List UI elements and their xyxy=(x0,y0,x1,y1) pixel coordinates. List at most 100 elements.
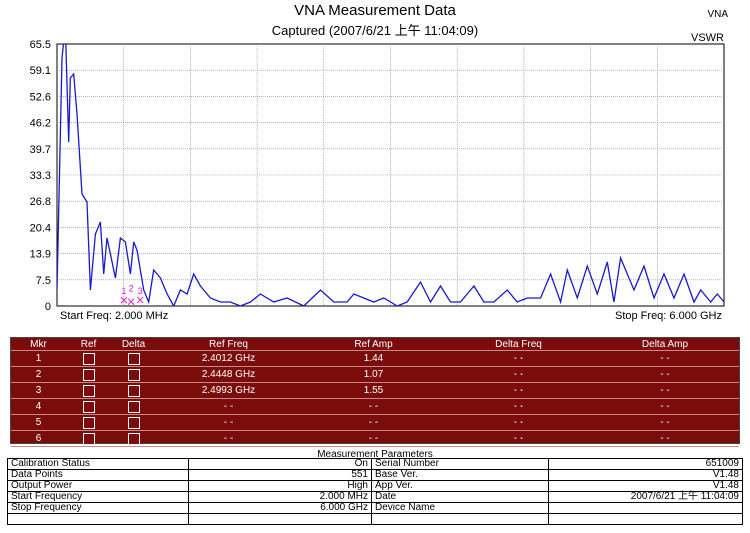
ref-checkbox-cell xyxy=(66,382,111,399)
ref-freq-cell: 2.4012 GHz xyxy=(156,350,301,367)
vswr-trace xyxy=(57,44,724,306)
ref-checkbox[interactable] xyxy=(82,432,95,445)
y-tick-label: 33.3 xyxy=(30,170,51,182)
ref-checkbox[interactable] xyxy=(82,352,95,365)
delta-checkbox[interactable] xyxy=(127,352,140,365)
ref-checkbox[interactable] xyxy=(82,416,95,429)
ref-checkbox[interactable] xyxy=(82,368,95,381)
marker-number: 4 xyxy=(11,398,66,415)
marker-point xyxy=(127,298,135,306)
delta-checkbox[interactable] xyxy=(127,416,140,429)
delta-freq-cell: - - xyxy=(446,430,591,447)
param-label: Output Power xyxy=(7,480,189,492)
col-delta-amp: Delta Amp xyxy=(591,338,739,351)
parameter-row: Stop Frequency 6.000 GHz Device Name xyxy=(7,502,743,514)
delta-checkbox-cell xyxy=(111,350,156,367)
marker-row: 1 2.4012 GHz 1.44- -- - xyxy=(11,350,739,367)
delta-checkbox[interactable] xyxy=(127,368,140,381)
ref-freq-cell: - - xyxy=(156,430,301,447)
measurement-parameters-table: Calibration Status On Serial Number 651009 D… xyxy=(7,458,743,525)
delta-amp-cell: - - xyxy=(591,366,739,383)
ref-amp-cell: 1.55 xyxy=(301,382,446,399)
y-tick-label: 7.5 xyxy=(36,275,51,287)
delta-checkbox-cell xyxy=(111,430,156,447)
marker-number: 1 xyxy=(11,350,66,367)
parameter-row xyxy=(7,513,743,525)
ref-freq-cell: - - xyxy=(156,398,301,415)
ref-checkbox-cell xyxy=(66,366,111,383)
col-ref-freq: Ref Freq xyxy=(156,338,301,351)
ref-checkbox[interactable] xyxy=(82,384,95,397)
ref-checkbox-cell xyxy=(66,414,111,431)
parameter-row: Data Points 551 Base Ver. V1.48 xyxy=(7,469,743,481)
delta-freq-cell: - - xyxy=(446,350,591,367)
marker-row: 3 2.4993 GHz 1.55- -- - xyxy=(11,382,739,399)
col-ref: Ref xyxy=(66,338,111,351)
y-tick-label: 26.8 xyxy=(30,196,51,208)
stop-freq-label: Stop Freq: 6.000 GHz xyxy=(615,310,722,322)
capture-timestamp: Captured (2007/6/21 上午 11:04:09) xyxy=(271,23,479,38)
param-label: Calibration Status xyxy=(7,458,189,470)
parameter-row: Start Frequency 2.000 MHz Date 2007/6/21 上午… xyxy=(7,491,743,503)
marker-row: 2 2.4448 GHz 1.07- -- - xyxy=(11,366,739,383)
param-value: 6.000 GHz xyxy=(188,502,372,514)
y-tick-label: 39.7 xyxy=(30,144,51,156)
marker-label: 2 xyxy=(129,284,134,294)
page-title: VNA Measurement Data xyxy=(294,2,456,19)
param-value-2: 651009 xyxy=(548,458,743,470)
ref-amp-cell: 1.07 xyxy=(301,366,446,383)
marker-number: 5 xyxy=(11,414,66,431)
param-value-2 xyxy=(548,513,743,525)
param-label-2: Base Ver. xyxy=(371,469,549,481)
y-tick-label: 52.6 xyxy=(30,91,51,103)
delta-freq-cell: - - xyxy=(446,382,591,399)
delta-amp-cell: - - xyxy=(591,430,739,447)
delta-checkbox[interactable] xyxy=(127,400,140,413)
delta-checkbox[interactable] xyxy=(127,384,140,397)
marker-label: 1 xyxy=(121,286,126,296)
param-value xyxy=(188,513,372,525)
ref-amp-cell: 1.44 xyxy=(301,350,446,367)
ref-checkbox-cell xyxy=(66,430,111,447)
delta-amp-cell: - - xyxy=(591,414,739,431)
ref-amp-cell: - - xyxy=(301,430,446,447)
param-value-2: V1.48 xyxy=(548,480,743,492)
col-ref-amp: Ref Amp xyxy=(301,338,446,351)
ref-amp-cell: - - xyxy=(301,398,446,415)
y-tick-label: 20.4 xyxy=(30,222,51,234)
marker-table-header: Mkr Ref Delta Ref Freq Ref Amp Delta Fre… xyxy=(11,338,739,351)
marker-label: 3 xyxy=(138,286,143,296)
delta-amp-cell: - - xyxy=(591,398,739,415)
delta-checkbox-cell xyxy=(111,382,156,399)
marker-number: 3 xyxy=(11,382,66,399)
start-freq-label: Start Freq: 2.000 MHz xyxy=(60,310,169,322)
ref-freq-cell: - - xyxy=(156,414,301,431)
delta-amp-cell: - - xyxy=(591,382,739,399)
marker-point xyxy=(120,296,128,304)
measurement-parameters-title: Measurement Parameters xyxy=(317,449,433,460)
delta-checkbox-cell xyxy=(111,414,156,431)
marker-row: 4- -- -- -- - xyxy=(11,398,739,415)
param-label-2: Serial Number xyxy=(371,458,549,470)
y-tick-label: 59.1 xyxy=(30,65,51,77)
ref-checkbox-cell xyxy=(66,350,111,367)
delta-checkbox[interactable] xyxy=(127,432,140,445)
y-tick-label: 13.9 xyxy=(30,249,51,261)
marker-row: 6- -- -- -- - xyxy=(11,430,739,447)
marker-point xyxy=(136,296,144,304)
y-tick-label: 65.5 xyxy=(30,39,51,51)
measure-mode-label: VSWR xyxy=(691,32,724,44)
ref-freq-cell: 2.4993 GHz xyxy=(156,382,301,399)
marker-number: 6 xyxy=(11,430,66,447)
ref-checkbox[interactable] xyxy=(82,400,95,413)
param-value: High xyxy=(188,480,372,492)
parameter-row: Output Power High App Ver. V1.48 xyxy=(7,480,743,492)
delta-freq-cell: - - xyxy=(446,414,591,431)
param-label: Data Points xyxy=(7,469,189,481)
ref-freq-cell: 2.4448 GHz xyxy=(156,366,301,383)
parameter-row: Calibration Status On Serial Number 651009 xyxy=(7,458,743,470)
ref-checkbox-cell xyxy=(66,398,111,415)
delta-checkbox-cell xyxy=(111,398,156,415)
param-value-2: 2007/6/21 上午 11:04:09 xyxy=(548,491,743,503)
